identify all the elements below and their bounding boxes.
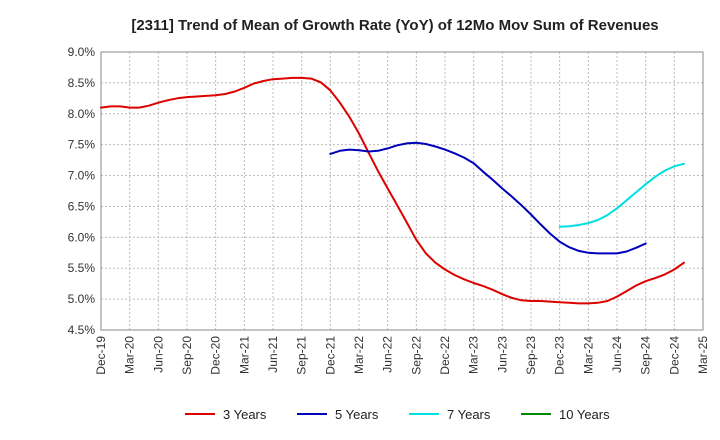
x-tick-label: Sep-22	[409, 336, 423, 375]
x-tick-label: Jun-20	[151, 336, 165, 373]
x-tick-label: Jun-23	[495, 336, 509, 373]
x-tick-label: Sep-20	[180, 336, 194, 375]
y-tick-label: 5.0%	[68, 292, 96, 306]
series-line-3-years	[100, 76, 685, 305]
y-tick-label: 4.5%	[68, 323, 96, 337]
y-axis: 9.0% 8.5% 8.0% 7.5% 7.0% 6.5% 6.0% 5.5% 5.0% 4.5%	[68, 45, 96, 337]
legend: 3 Years 5 Years 7 Years 10 Years	[185, 407, 610, 422]
y-tick-label: 8.0%	[68, 107, 96, 121]
x-tick-label: Jun-21	[266, 336, 280, 373]
y-tick-label: 6.0%	[68, 230, 96, 244]
x-tick-label: Sep-21	[295, 336, 309, 375]
y-tick-label: 6.5%	[68, 199, 96, 213]
grid	[100, 51, 704, 331]
legend-label: 7 Years	[447, 407, 491, 422]
x-tick-label: Dec-20	[209, 336, 223, 375]
x-tick-label: Dec-22	[438, 336, 452, 375]
y-tick-label: 9.0%	[68, 45, 96, 59]
x-tick-label: Mar-22	[352, 336, 366, 374]
legend-label: 5 Years	[335, 407, 379, 422]
x-tick-label: Jun-24	[610, 336, 624, 373]
x-tick-label: Sep-23	[524, 336, 538, 375]
x-tick-label: Mar-24	[581, 336, 595, 374]
x-tick-label: Mar-25	[696, 336, 710, 374]
legend-label: 10 Years	[559, 407, 610, 422]
x-tick-label: Mar-21	[237, 336, 251, 374]
series-lines	[100, 76, 685, 305]
y-tick-label: 5.5%	[68, 261, 96, 275]
x-axis: Dec-19 Mar-20 Jun-20 Sep-20 Dec-20 Mar-21 Jun-…	[94, 336, 710, 375]
x-tick-label: Dec-19	[94, 336, 108, 375]
x-tick-label: Jun-22	[381, 336, 395, 373]
series-line-7-years	[558, 162, 685, 228]
series-line-5-years	[329, 141, 647, 255]
y-tick-label: 8.5%	[68, 76, 96, 90]
legend-label: 3 Years	[223, 407, 267, 422]
x-tick-label: Dec-24	[667, 336, 681, 375]
y-tick-label: 7.0%	[68, 169, 96, 183]
x-tick-label: Dec-23	[553, 336, 567, 375]
x-tick-label: Mar-20	[123, 336, 137, 374]
chart-title: [2311] Trend of Mean of Growth Rate (YoY…	[131, 17, 658, 34]
x-tick-label: Sep-24	[639, 336, 653, 375]
y-tick-label: 7.5%	[68, 138, 96, 152]
x-tick-label: Dec-21	[323, 336, 337, 375]
x-tick-label: Mar-23	[467, 336, 481, 374]
plot-frame	[100, 51, 704, 331]
